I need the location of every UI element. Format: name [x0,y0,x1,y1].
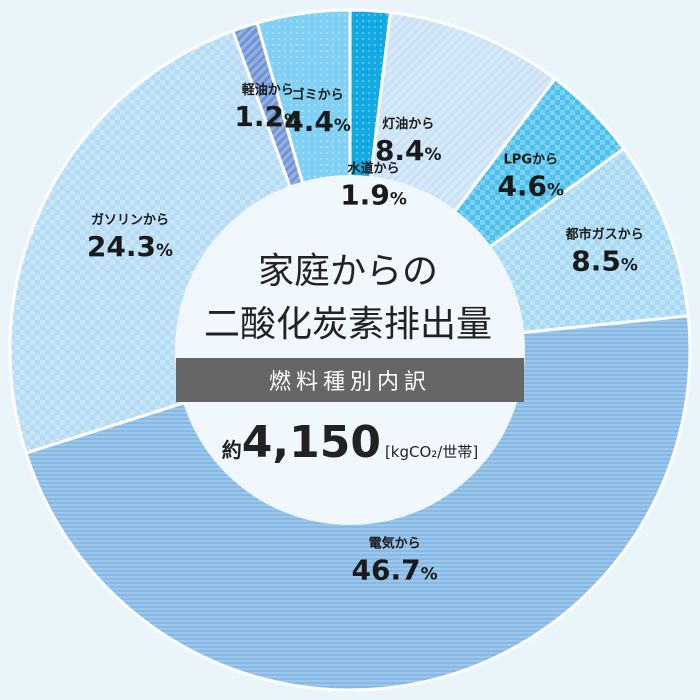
slice-value-label: 1.9% [340,178,407,211]
subtitle-band [176,358,524,402]
total-value: 約4,150 [kgCO₂/世帯] [222,417,478,468]
total-prefix: 約 [222,438,242,462]
chart-subtitle: 燃料種別内訳 [269,370,431,395]
donut-hole [175,175,525,525]
slice-name-label: ガソリンから [91,213,169,228]
chart-title-line2: 二酸化炭素排出量 [204,304,492,345]
slice-name-label: 水道から [348,160,400,176]
slice-value-label: 1.2% [234,100,301,133]
slice-name-label: ゴミから [292,87,344,103]
slice-name-label: LPGから [504,152,558,167]
total-unit: [kgCO₂/世帯] [385,443,478,461]
slice-value-label: 46.7% [352,553,438,586]
slice-value-label: 4.4% [284,105,351,138]
slice-name-label: 電気から [369,535,421,551]
slice-name-label: 都市ガスから [565,227,644,243]
slice-name-label: 軽油から [242,82,294,98]
total-number: 4,150 [242,417,381,468]
slice-value-label: 24.3% [87,230,173,263]
slice-labels: 水道から 1.9% 灯油から 8.4% LPGから 4.6% 都市ガスから 8.5% 電気から 4… [87,82,644,586]
slice-value-label: 4.6% [497,169,564,202]
slice-name-label: 灯油から [382,116,434,132]
slice-value-label: 8.5% [571,245,638,278]
slice-value-label: 8.4% [375,134,442,167]
chart-title-line1: 家庭からの [258,251,438,292]
